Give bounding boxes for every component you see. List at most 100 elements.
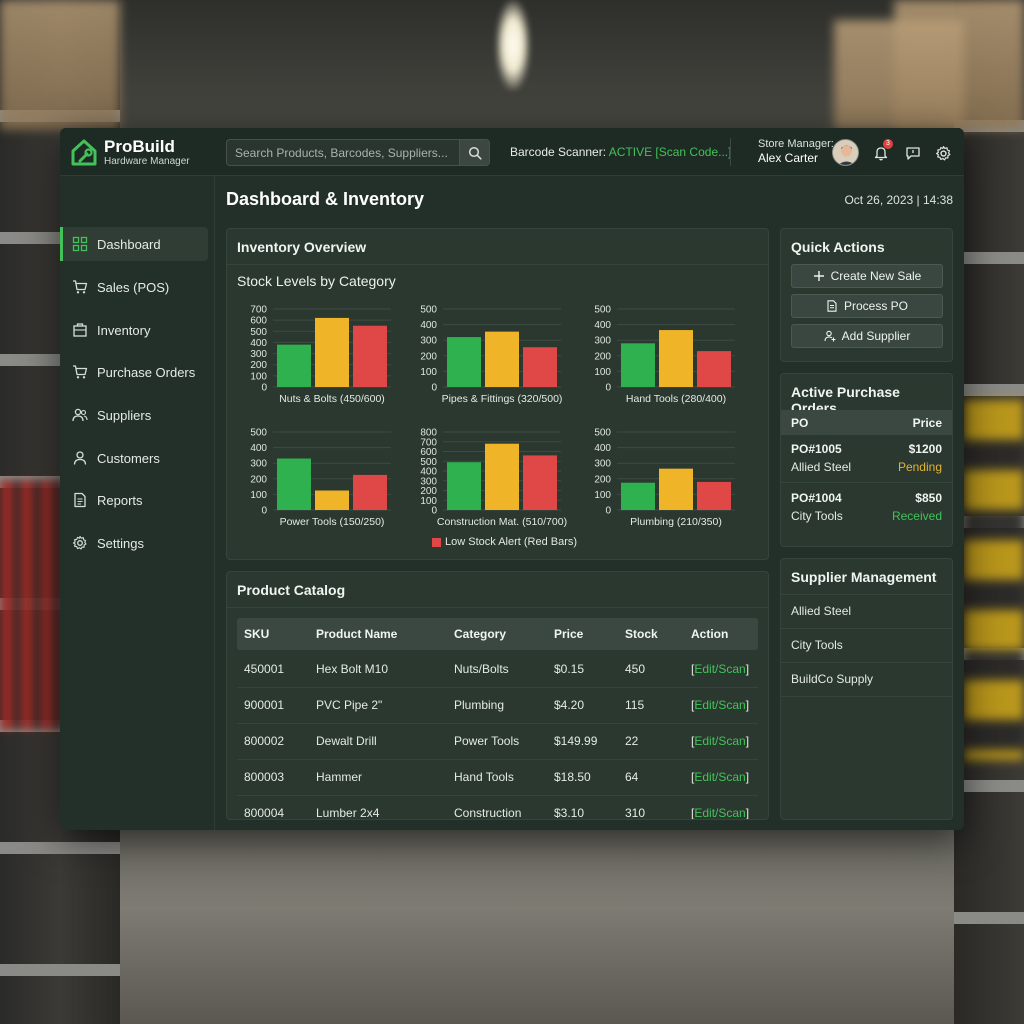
store-manager-info: Store Manager: Alex Carter — [758, 138, 834, 166]
sidebar-item-inventory[interactable]: Inventory — [60, 313, 208, 347]
table-row[interactable]: 900001 PVC Pipe 2" Plumbing $4.20 115 [Edit/S… — [237, 688, 758, 724]
user-icon — [73, 451, 87, 465]
search-icon — [468, 146, 482, 160]
y-tick-label: 600 — [420, 447, 437, 458]
chart-bar — [277, 458, 311, 510]
chart-bar — [485, 331, 519, 387]
add-supplier-button[interactable]: Add Supplier — [791, 324, 943, 348]
y-tick-label: 400 — [420, 320, 437, 331]
search-input[interactable] — [227, 140, 459, 165]
cell-product-name: Hammer — [316, 770, 363, 784]
legend-label: Low Stock Alert (Red Bars) — [445, 536, 578, 548]
app-subtitle: Hardware Manager — [104, 155, 190, 167]
app-name: ProBuild — [104, 136, 175, 156]
purchase-order-row[interactable]: PO#1004 $850 City Tools Received — [781, 484, 952, 532]
sidebar-item-reports[interactable]: Reports — [60, 483, 208, 517]
y-tick-label: 100 — [250, 371, 267, 382]
edit-scan-link[interactable]: [Edit/Scan] — [691, 806, 749, 819]
sidebar-item-suppliers[interactable]: Suppliers — [60, 398, 208, 432]
notifications-button[interactable]: 3 — [871, 139, 893, 163]
column-header-price[interactable]: Price — [554, 627, 584, 641]
y-tick-label: 300 — [420, 476, 437, 487]
y-tick-label: 0 — [605, 506, 611, 517]
y-tick-label: 400 — [420, 467, 437, 478]
avatar[interactable] — [832, 139, 859, 166]
table-row[interactable]: 800004 Lumber 2x4 Construction $3.10 310 [Edi… — [237, 796, 758, 819]
sidebar-item-label: Dashboard — [97, 236, 161, 252]
chart-bar — [485, 443, 519, 510]
edit-scan-link[interactable]: [Edit/Scan] — [691, 734, 749, 748]
bracket: ] — [745, 662, 750, 676]
sidebar-item-purchase-orders[interactable]: Purchase Orders — [60, 355, 208, 389]
button-label: Add Supplier — [841, 329, 911, 343]
scanner-label: Barcode Scanner: — [510, 145, 609, 159]
chart-bar — [277, 344, 311, 387]
y-tick-label: 200 — [250, 360, 267, 371]
column-header-category[interactable]: Category — [454, 627, 507, 641]
supplier-management-panel: Supplier Management Allied Steel City To… — [780, 558, 953, 820]
supplier-item[interactable]: Allied Steel — [781, 595, 952, 629]
app-window: ProBuild Hardware Manager Barcode Scanne… — [60, 128, 964, 830]
table-row[interactable]: 450001 Hex Bolt M10 Nuts/Bolts $0.15 450 [Edi… — [237, 652, 758, 688]
edit-scan-link[interactable]: [Edit/Scan] — [691, 662, 749, 676]
manager-label: Store Manager: — [758, 138, 834, 150]
po-supplier: City Tools — [791, 509, 843, 523]
cell-product-name: PVC Pipe 2" — [316, 698, 383, 712]
bracket: [ — [691, 770, 695, 784]
sidebar-item-dashboard[interactable]: Dashboard — [60, 227, 208, 261]
page-title: Dashboard & Inventory — [226, 189, 425, 209]
sidebar-item-label: Purchase Orders — [97, 364, 196, 380]
sidebar-item-label: Suppliers — [97, 407, 152, 423]
cell-category: Hand Tools — [454, 770, 514, 784]
y-tick-label: 100 — [250, 490, 267, 501]
chart-bar — [659, 330, 693, 387]
edit-scan-link[interactable]: [Edit/Scan] — [691, 698, 749, 712]
y-tick-label: 0 — [261, 506, 267, 517]
inventory-overview-title: Inventory Overview — [227, 229, 768, 265]
bracket: ] — [745, 770, 750, 784]
column-header-stock[interactable]: Stock — [625, 627, 658, 641]
y-tick-label: 300 — [594, 336, 611, 347]
bracket: [ — [691, 698, 695, 712]
supplier-item[interactable]: City Tools — [781, 629, 952, 663]
supplier-item[interactable]: BuildCo Supply — [781, 663, 952, 697]
cell-category: Power Tools — [454, 734, 520, 748]
manager-name: Alex Carter — [758, 151, 819, 166]
column-header-product-name[interactable]: Product Name — [316, 627, 398, 641]
edit-scan-label: Edit/Scan — [694, 734, 746, 748]
stock-levels-title: Stock Levels by Category — [237, 273, 396, 289]
bracket: ] — [745, 734, 750, 748]
edit-scan-link[interactable]: [Edit/Scan] — [691, 770, 749, 784]
sidebar-item-sales-pos[interactable]: Sales (POS) — [60, 270, 208, 304]
table-header: SKU Product Name Category Price Stock Ac… — [237, 618, 758, 650]
search-button[interactable] — [459, 140, 489, 165]
y-tick-label: 0 — [261, 383, 267, 394]
scanner-active-status: ACTIVE [Scan Code...] — [608, 145, 732, 159]
column-header-sku[interactable]: SKU — [244, 627, 270, 641]
y-tick-label: 500 — [250, 327, 267, 338]
supplier-management-title: Supplier Management — [781, 559, 952, 595]
sidebar-item-customers[interactable]: Customers — [60, 441, 208, 475]
y-tick-label: 300 — [420, 336, 437, 347]
table-row[interactable]: 800002 Dewalt Drill Power Tools $149.99 22 [E… — [237, 724, 758, 760]
cart-icon — [73, 365, 88, 379]
settings-button[interactable] — [933, 143, 953, 163]
process-po-button[interactable]: Process PO — [791, 294, 943, 318]
chart-bar — [523, 347, 557, 387]
product-catalog-title: Product Catalog — [227, 572, 768, 608]
chart-bar — [659, 468, 693, 510]
add-user-icon — [824, 330, 836, 342]
users-icon — [72, 408, 88, 422]
y-tick-label: 200 — [420, 486, 437, 497]
create-new-sale-button[interactable]: Create New Sale — [791, 264, 943, 288]
app-logo[interactable]: ProBuild Hardware Manager — [70, 137, 190, 167]
barcode-scanner-status[interactable]: Barcode Scanner: ACTIVE [Scan Code...] — [510, 145, 731, 159]
y-tick-label: 100 — [420, 367, 437, 378]
sidebar-item-settings[interactable]: Settings — [60, 526, 208, 560]
y-tick-label: 500 — [250, 428, 267, 439]
purchase-order-row[interactable]: PO#1005 $1200 Allied Steel Pending — [781, 435, 952, 483]
table-row[interactable]: 800003 Hammer Hand Tools $18.50 64 [Edit/Scan… — [237, 760, 758, 796]
cell-product-name: Dewalt Drill — [316, 734, 377, 748]
messages-button[interactable] — [903, 143, 923, 163]
y-tick-label: 400 — [594, 320, 611, 331]
